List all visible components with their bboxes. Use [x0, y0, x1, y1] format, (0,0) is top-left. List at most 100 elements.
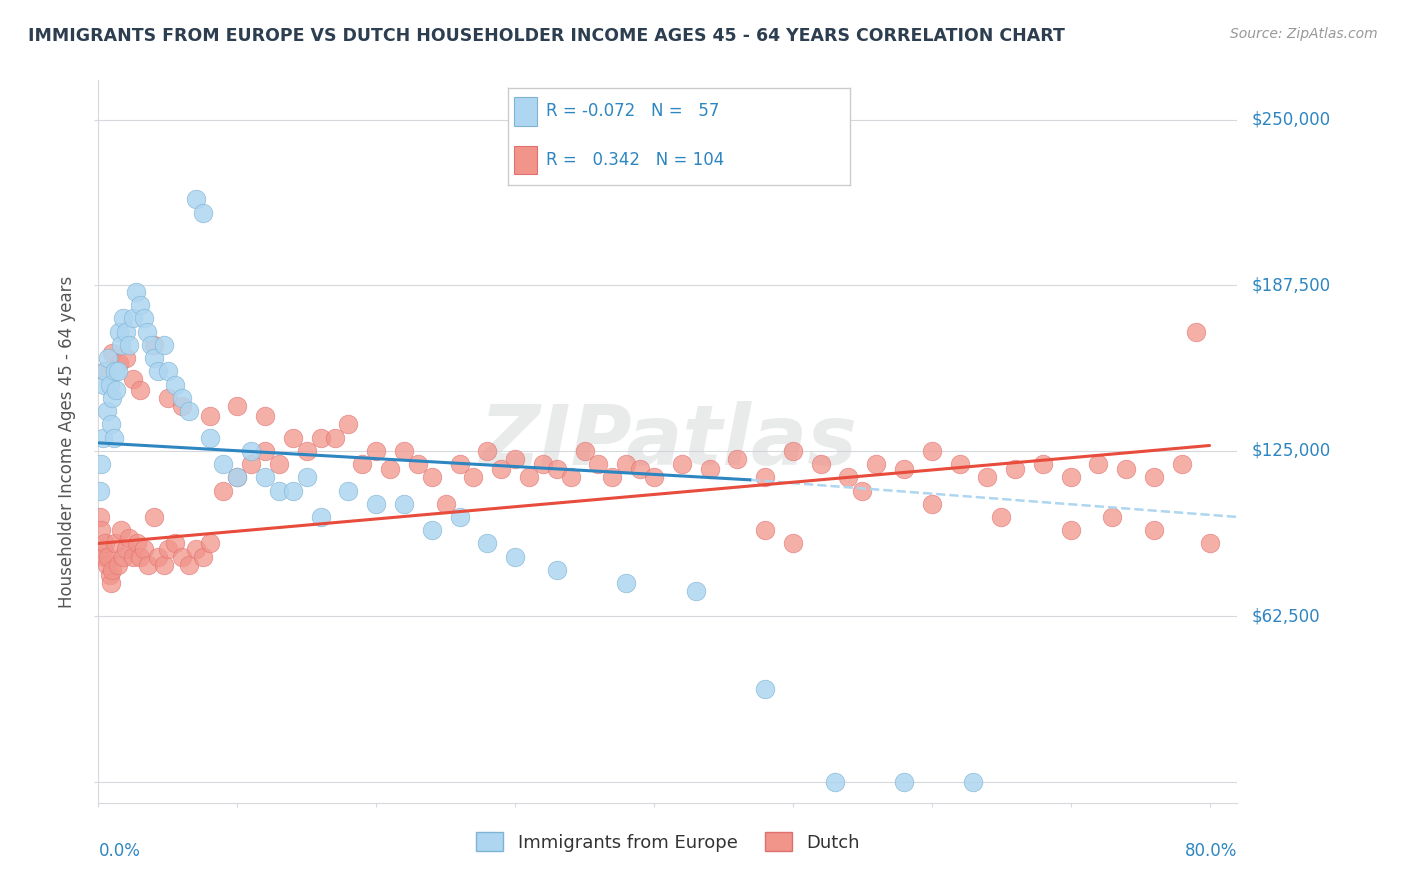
Point — [129, 298, 152, 312]
Point — [1184, 325, 1206, 339]
Point — [824, 774, 846, 789]
Point — [115, 325, 138, 339]
Point — [101, 563, 124, 577]
Text: 0.0%: 0.0% — [98, 842, 141, 860]
Point — [101, 391, 124, 405]
Point — [489, 462, 512, 476]
Point — [378, 462, 401, 476]
Point — [122, 311, 145, 326]
Point — [1004, 462, 1026, 476]
Point — [170, 549, 193, 564]
Point — [107, 558, 129, 572]
Point — [1170, 457, 1192, 471]
Text: $62,500: $62,500 — [1251, 607, 1320, 625]
Point — [267, 483, 290, 498]
Point — [110, 523, 132, 537]
Point — [152, 558, 174, 572]
Point — [152, 338, 174, 352]
Point — [93, 549, 115, 564]
Point — [108, 325, 131, 339]
Point — [1087, 457, 1109, 471]
Point — [240, 443, 263, 458]
Point — [1115, 462, 1137, 476]
Point — [94, 364, 117, 378]
Point — [865, 457, 887, 471]
Point — [91, 431, 114, 445]
Point — [98, 568, 121, 582]
Point — [118, 531, 141, 545]
Point — [89, 483, 111, 498]
Point — [108, 356, 131, 370]
Point — [503, 549, 526, 564]
Point — [104, 536, 127, 550]
Point — [754, 681, 776, 696]
Point — [588, 457, 610, 471]
Point — [699, 462, 721, 476]
Point — [893, 462, 915, 476]
Point — [97, 549, 120, 564]
Point — [156, 541, 179, 556]
Point — [143, 338, 166, 352]
Point — [309, 431, 332, 445]
Point — [337, 483, 360, 498]
Point — [254, 470, 277, 484]
Point — [226, 470, 249, 484]
Point — [614, 576, 637, 591]
Point — [517, 470, 540, 484]
Point — [420, 470, 443, 484]
Point — [104, 364, 127, 378]
Point — [105, 383, 128, 397]
Y-axis label: Householder Income Ages 45 - 64 years: Householder Income Ages 45 - 64 years — [58, 276, 76, 607]
Point — [366, 443, 388, 458]
Point — [948, 457, 970, 471]
Point — [546, 462, 568, 476]
Point — [240, 457, 263, 471]
Point — [754, 470, 776, 484]
Point — [191, 549, 214, 564]
Point — [163, 377, 186, 392]
Point — [89, 510, 111, 524]
Point — [449, 510, 471, 524]
Point — [170, 391, 193, 405]
Point — [138, 558, 160, 572]
Point — [531, 457, 554, 471]
Point — [198, 431, 221, 445]
Point — [97, 351, 120, 366]
Point — [810, 457, 832, 471]
Text: ZIPatlas: ZIPatlas — [479, 401, 856, 482]
Point — [212, 457, 235, 471]
Point — [115, 351, 138, 366]
Point — [110, 338, 132, 352]
Point — [134, 311, 156, 326]
Point — [323, 431, 346, 445]
Point — [1032, 457, 1054, 471]
Point — [671, 457, 693, 471]
Point — [98, 377, 121, 392]
Point — [366, 497, 388, 511]
Point — [100, 417, 122, 432]
Point — [685, 584, 707, 599]
Point — [129, 549, 152, 564]
Point — [1059, 470, 1081, 484]
Point — [96, 558, 118, 572]
Point — [477, 536, 499, 550]
Point — [921, 443, 943, 458]
Point — [100, 576, 122, 591]
Point — [90, 457, 112, 471]
Point — [503, 451, 526, 466]
Point — [177, 558, 200, 572]
Point — [118, 338, 141, 352]
Point — [1101, 510, 1123, 524]
Point — [112, 549, 135, 564]
Point — [1143, 470, 1166, 484]
Point — [1198, 536, 1220, 550]
Point — [725, 451, 748, 466]
Legend: Immigrants from Europe, Dutch: Immigrants from Europe, Dutch — [468, 825, 868, 859]
Point — [146, 549, 169, 564]
Point — [184, 541, 207, 556]
Point — [851, 483, 873, 498]
Point — [184, 193, 207, 207]
Point — [212, 483, 235, 498]
Point — [134, 541, 156, 556]
Point — [546, 563, 568, 577]
